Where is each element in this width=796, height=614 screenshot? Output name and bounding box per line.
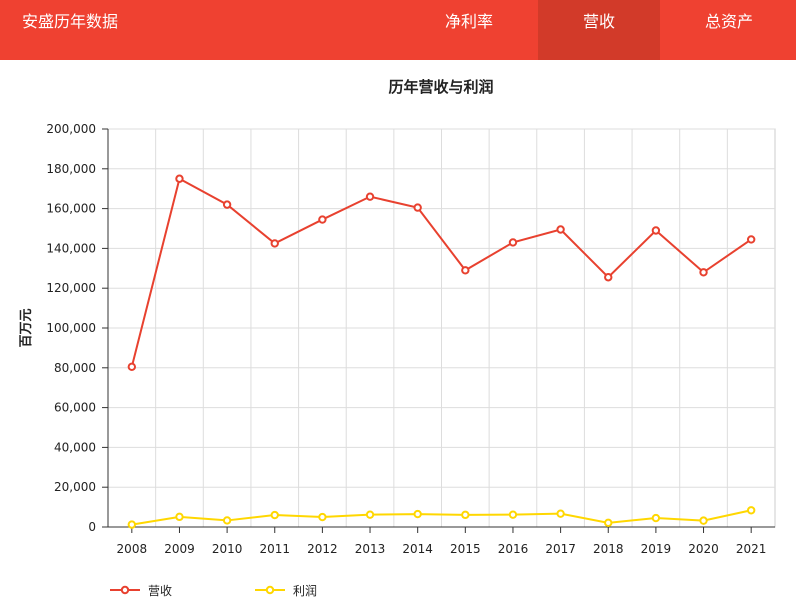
data-point [651,513,661,523]
x-tick-label: 2019 [641,542,672,556]
x-tick-label: 2015 [450,542,481,556]
x-tick-label: 2011 [259,542,290,556]
y-tick-label: 40,000 [54,440,96,454]
y-tick-label: 120,000 [46,281,96,295]
y-tick-label: 0 [88,520,96,534]
x-tick-label: 2017 [545,542,576,556]
y-axis-label: 百万元 [19,308,34,347]
x-tick-label: 2016 [498,542,529,556]
revenue-profit-chart: 历年营收与利润 0 20,000 40,000 60,000 80,000 100,000… [19,78,776,598]
data-point [318,512,327,522]
legend-item[interactable]: 利润 [255,584,317,598]
legend-label: 营收 [148,584,172,598]
x-tick-label: 2009 [164,542,195,556]
data-point [222,200,232,209]
data-point [318,215,327,224]
data-point [127,520,137,529]
data-point [222,516,232,525]
data-point [556,225,565,234]
data-point [746,235,756,244]
data-point [413,203,422,212]
data-point [508,510,518,519]
data-point [175,174,184,183]
x-tick-label: 2014 [402,542,433,556]
y-tick-label: 180,000 [46,162,96,176]
series-profit [127,506,756,529]
brand-title: 安盛历年数据 [22,12,119,31]
series-revenue [127,174,756,372]
tab-total-assets[interactable]: 总资产 [704,12,753,31]
x-tick-label: 2010 [212,542,243,556]
x-tick-label: 2013 [355,542,386,556]
top-nav-bar: 安盛历年数据 净利率 营收 总资产 [0,0,796,60]
data-point [270,239,279,248]
x-tick-label: 2018 [593,542,624,556]
data-point [365,192,375,201]
data-point [651,226,661,235]
data-point [604,273,613,282]
x-tick-label: 2020 [688,542,719,556]
x-tick-label: 2021 [736,542,767,556]
tab-revenue[interactable]: 营收 [538,0,660,60]
chart-title: 历年营收与利润 [388,78,493,96]
legend-item[interactable]: 营收 [110,584,172,598]
y-tick-label: 20,000 [54,480,96,494]
series-line [130,177,752,368]
y-tick-label: 200,000 [46,122,96,136]
series-line [131,509,752,526]
x-tick-label: 2008 [117,542,148,556]
y-tick-label: 100,000 [46,321,96,335]
y-tick-label: 80,000 [54,361,96,375]
data-point [175,512,184,522]
data-point [461,266,470,275]
y-tick-label: 60,000 [54,401,96,415]
data-point [270,510,279,520]
tab-net-margin[interactable]: 净利率 [444,12,493,31]
data-point [604,518,613,528]
data-point [699,268,708,277]
legend-marker [265,585,275,595]
y-tick-label: 160,000 [46,202,96,216]
y-tick-label: 140,000 [46,241,96,255]
legend-marker [120,585,130,595]
data-point [699,516,708,525]
legend-label: 利润 [293,584,317,598]
data-point [508,238,518,247]
data-point [127,362,137,372]
data-point [413,509,422,519]
data-point [556,509,565,518]
data-point [461,510,470,520]
data-point [746,506,756,515]
data-point [365,510,375,519]
x-tick-label: 2012 [307,542,338,556]
